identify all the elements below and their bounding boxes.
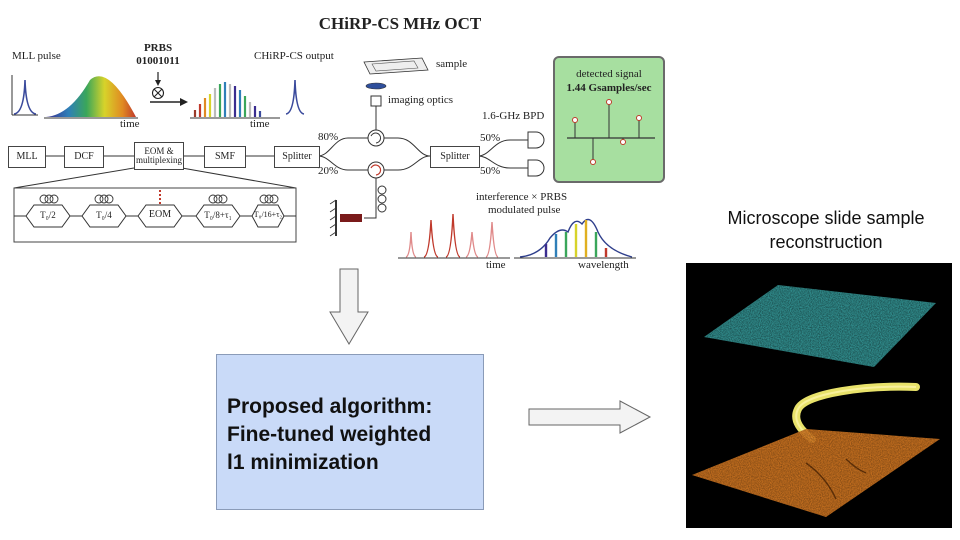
algorithm-line-3: l1 minimization <box>227 451 379 474</box>
reconstruction-title-line-2: reconstruction <box>769 232 883 252</box>
split-50-bottom-label: 50% <box>480 165 501 177</box>
prbs-bits: 01001011 <box>136 55 180 67</box>
down-arrow-icon <box>329 268 369 345</box>
detected-signal-label: detected signal <box>576 68 642 80</box>
mux-stage-3: EOM <box>148 209 172 220</box>
mux-stage-2: T₀/4 <box>96 210 112 220</box>
prbs-mixer <box>150 72 188 106</box>
sample-label: sample <box>436 58 468 70</box>
chirp-cs-output-label: CHiRP-CS output <box>254 50 334 62</box>
fiber-coil-icon <box>377 185 387 213</box>
circulator-top-icon <box>367 129 385 147</box>
split-80-label: 80% <box>318 131 339 143</box>
prbs-label: PRBS <box>143 42 173 54</box>
photodetector-icons <box>527 131 545 177</box>
reconstruction-image <box>686 263 952 528</box>
dcf-block: DCF <box>64 146 104 168</box>
fiber-chain <box>44 104 528 219</box>
reconstruction-title-line-1: Microscope slide sample <box>727 208 925 228</box>
mux-stage-4: T₀/8+τ₁ <box>204 210 232 220</box>
diagram-title: CHiRP-CS MHz OCT <box>318 14 482 33</box>
modulated-pulse-graph <box>514 218 636 259</box>
detected-signal-stem-plot <box>567 99 655 165</box>
oct-schematic <box>11 57 636 259</box>
mll-pulse-graph <box>11 75 38 116</box>
mux-stage-5: T₀/16+τ₂ <box>253 210 283 219</box>
modulated-pulse-label: modulated pulse <box>488 204 561 216</box>
sample-stage-icon <box>363 57 429 107</box>
reference-mirror-icon <box>329 199 362 237</box>
reconstruction-title: Microscope slide sample reconstruction <box>692 206 960 254</box>
reconstruction-render <box>692 285 940 517</box>
chirp-cs-output-graph <box>190 82 280 119</box>
multiplexing-expansion <box>13 167 297 243</box>
smf-block: SMF <box>204 146 246 168</box>
detected-signal-panel: detected signal 1.44 Gsamples/sec <box>553 56 665 183</box>
eom-mux-block: EOM & multiplexing <box>134 142 184 170</box>
imaging-optics-label: imaging optics <box>388 94 454 106</box>
interference-label: interference × PRBS <box>476 191 568 203</box>
interference-time-graph <box>398 213 510 259</box>
time-label-2: time <box>250 118 270 130</box>
wavelength-label: wavelength <box>578 259 629 271</box>
algorithm-line-1: Proposed algorithm: <box>227 395 433 418</box>
time-label-3: time <box>486 259 506 271</box>
right-arrow-icon <box>528 400 652 434</box>
bpd-label: 1.6-GHz BPD <box>482 110 545 122</box>
mux-stage-1: T₀/2 <box>40 210 56 220</box>
split-20-label: 20% <box>318 165 339 177</box>
splitter-1-block: Splitter <box>274 146 320 168</box>
chirped-pulse-graph <box>44 76 138 119</box>
mll-block: MLL <box>8 146 46 168</box>
sample-rate-label: 1.44 Gsamples/sec <box>566 82 652 94</box>
output-pulse-graph <box>285 79 305 115</box>
algorithm-line-2: Fine-tuned weighted <box>227 423 432 446</box>
splitter-2-block: Splitter <box>430 146 480 168</box>
mll-pulse-label: MLL pulse <box>12 50 61 62</box>
algorithm-box: Proposed algorithm: Fine-tuned weighted … <box>216 354 484 510</box>
split-50-top-label: 50% <box>480 132 501 144</box>
circulator-bottom-icon <box>367 161 385 179</box>
time-label-1: time <box>120 118 140 130</box>
